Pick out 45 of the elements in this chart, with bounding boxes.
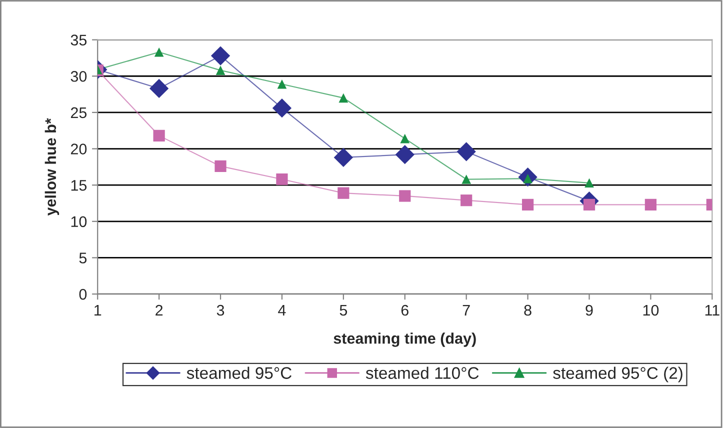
point	[216, 66, 226, 75]
legend-label: steamed 95°C	[186, 366, 292, 379]
point	[338, 187, 350, 199]
point	[276, 173, 288, 186]
x-tick-label: 1	[94, 305, 102, 316]
point	[399, 190, 411, 202]
y-tick-label: 30	[70, 70, 87, 82]
point	[154, 47, 164, 57]
legend-label: steamed 110°C	[366, 366, 479, 379]
point	[462, 174, 471, 184]
x-tick-label: 10	[643, 304, 659, 316]
point	[460, 194, 472, 206]
x-tick-label: 11	[705, 305, 720, 316]
point	[522, 198, 534, 210]
legend-label: steamed 95°C (2)	[553, 366, 682, 382]
point	[584, 178, 594, 188]
point	[334, 148, 353, 168]
point	[214, 160, 226, 172]
point	[338, 93, 348, 103]
y-tick-label: 25	[70, 107, 87, 118]
point	[149, 78, 169, 98]
y-tick-label: 5	[79, 252, 87, 264]
point	[456, 142, 476, 162]
x-tick-label: 2	[156, 304, 163, 316]
point	[153, 130, 165, 142]
point	[395, 145, 414, 164]
x-tick-label: 6	[401, 304, 408, 316]
x-tick-label: 7	[462, 305, 470, 316]
y-axis-title: yellow hue b*	[44, 118, 60, 216]
y-tick-label: 10	[71, 216, 87, 228]
x-tick-label: 8	[524, 304, 532, 316]
y-tick-label: 20	[70, 144, 87, 154]
x-tick-label: 9	[586, 304, 593, 316]
x-tick-label: 4	[278, 305, 286, 316]
x-axis-title: steaming time (day)	[334, 332, 476, 347]
y-tick-label: 0	[79, 288, 87, 300]
point	[400, 134, 410, 144]
x-tick-label: 5	[340, 305, 348, 316]
point	[272, 98, 292, 118]
y-tick-label: 15	[71, 180, 87, 191]
y-tick-label: 35	[70, 34, 87, 46]
point	[277, 79, 287, 89]
point	[210, 46, 230, 66]
point	[644, 198, 657, 210]
x-tick-label: 3	[216, 304, 224, 316]
